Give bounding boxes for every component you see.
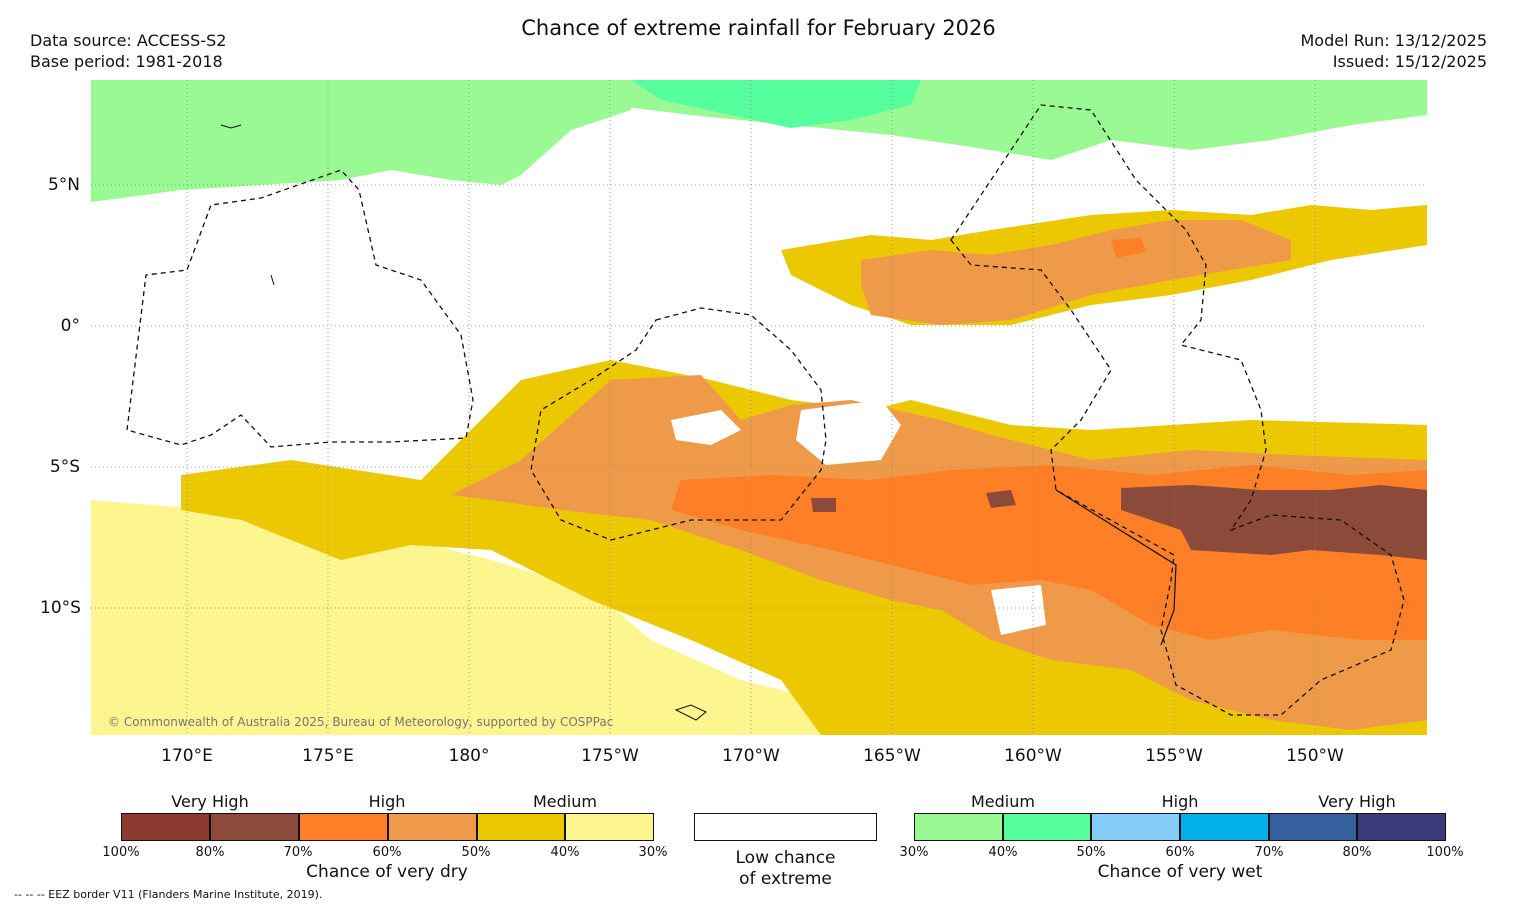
wet-category-very-high: Very High	[1318, 792, 1396, 811]
lon-label-180: 180°	[448, 746, 490, 766]
neutral-caption: Low chance of extreme	[694, 848, 877, 890]
lat-label-5n: 5°N	[47, 175, 80, 195]
issued-date: Issued: 15/12/2025	[1332, 52, 1487, 71]
dry-very-high-small2	[811, 498, 836, 512]
dry-category-medium: Medium	[533, 792, 597, 811]
dry-tick: 80%	[195, 845, 225, 860]
dry-category-very-high: Very High	[171, 792, 249, 811]
low-chance-hole-3	[991, 585, 1046, 635]
dry-caption: Chance of very dry	[306, 862, 468, 882]
wet-swatch-40-50	[1003, 813, 1091, 841]
meta-right: Model Run: 13/12/2025 Issued: 15/12/2025	[1301, 30, 1488, 72]
wet-tick: 60%	[1165, 845, 1195, 860]
dry-high-north	[861, 220, 1291, 325]
neutral-caption-line2: of extreme	[739, 869, 832, 889]
lon-label-175w: 175°W	[581, 746, 639, 766]
map-title: Chance of extreme rainfall for February …	[521, 16, 996, 40]
dry-tick: 100%	[102, 845, 140, 860]
dry-medium-region	[91, 500, 851, 735]
eez-footnote: -- -- -- EEZ border V11 (Flanders Marine…	[14, 888, 323, 901]
neutral-swatch	[694, 813, 877, 841]
wet-category-high: High	[1161, 792, 1199, 811]
wet-region-north-medium	[631, 80, 921, 128]
dry-swatch-50-40	[477, 813, 565, 841]
graticule	[91, 80, 1427, 735]
rainfall-map	[91, 80, 1427, 735]
dry-tick: 50%	[461, 845, 491, 860]
low-chance-hole-1	[796, 400, 901, 465]
data-source: Data source: ACCESS-S2	[30, 31, 227, 50]
map-canvas	[91, 80, 1427, 735]
wet-region-north-west	[91, 80, 631, 202]
dry-swatch-100-80	[121, 813, 210, 841]
lon-label-155w: 155°W	[1145, 746, 1203, 766]
meta-left: Data source: ACCESS-S2 Base period: 1981…	[30, 30, 226, 72]
dry-high2-north	[1111, 238, 1146, 258]
eez-borders	[126, 104, 1405, 716]
dry-swatch-40-30	[565, 813, 654, 841]
wet-tick: 30%	[899, 845, 929, 860]
low-chance-hole-2	[671, 410, 741, 445]
lon-label-150w: 150°W	[1286, 746, 1344, 766]
wet-swatch-80-100	[1357, 813, 1446, 841]
lat-label-0: 0°	[60, 316, 80, 336]
dry-swatch-70-60	[299, 813, 388, 841]
dry-swatch-60-50	[388, 813, 477, 841]
dry-very-high-east	[1121, 485, 1427, 560]
neutral-caption-line1: Low chance	[735, 848, 836, 868]
base-period: Base period: 1981-2018	[30, 52, 223, 71]
dry-category-high: High	[368, 792, 406, 811]
wet-tick: 40%	[988, 845, 1018, 860]
lon-label-165w: 165°W	[863, 746, 921, 766]
wet-category-medium: Medium	[971, 792, 1035, 811]
lon-label-160w: 160°W	[1004, 746, 1062, 766]
dry-tick: 40%	[550, 845, 580, 860]
dry-tick: 70%	[283, 845, 313, 860]
wet-caption: Chance of very wet	[1097, 862, 1263, 882]
copyright-notice: © Commonwealth of Australia 2025, Bureau…	[108, 715, 614, 729]
wet-swatch-30-40	[914, 813, 1003, 841]
islands	[220, 124, 707, 721]
wet-tick: 100%	[1426, 845, 1464, 860]
wet-swatch-50-60	[1091, 813, 1180, 841]
dry-tick: 30%	[638, 845, 668, 860]
lat-label-5s: 5°S	[49, 457, 80, 477]
wet-tick: 80%	[1342, 845, 1372, 860]
dry-swatch-80-70	[210, 813, 299, 841]
wet-swatch-70-80	[1269, 813, 1357, 841]
lon-label-170w: 170°W	[722, 746, 780, 766]
wet-swatch-60-70	[1180, 813, 1269, 841]
lon-label-170e: 170°E	[161, 746, 213, 766]
dry-tick: 60%	[372, 845, 402, 860]
boundary-line	[1055, 489, 1177, 646]
dry-very-high-small	[986, 490, 1016, 508]
lon-label-175e: 175°E	[302, 746, 354, 766]
wet-tick: 70%	[1254, 845, 1284, 860]
lat-label-10s: 10°S	[40, 598, 81, 618]
wet-tick: 50%	[1076, 845, 1106, 860]
model-run: Model Run: 13/12/2025	[1300, 31, 1488, 50]
